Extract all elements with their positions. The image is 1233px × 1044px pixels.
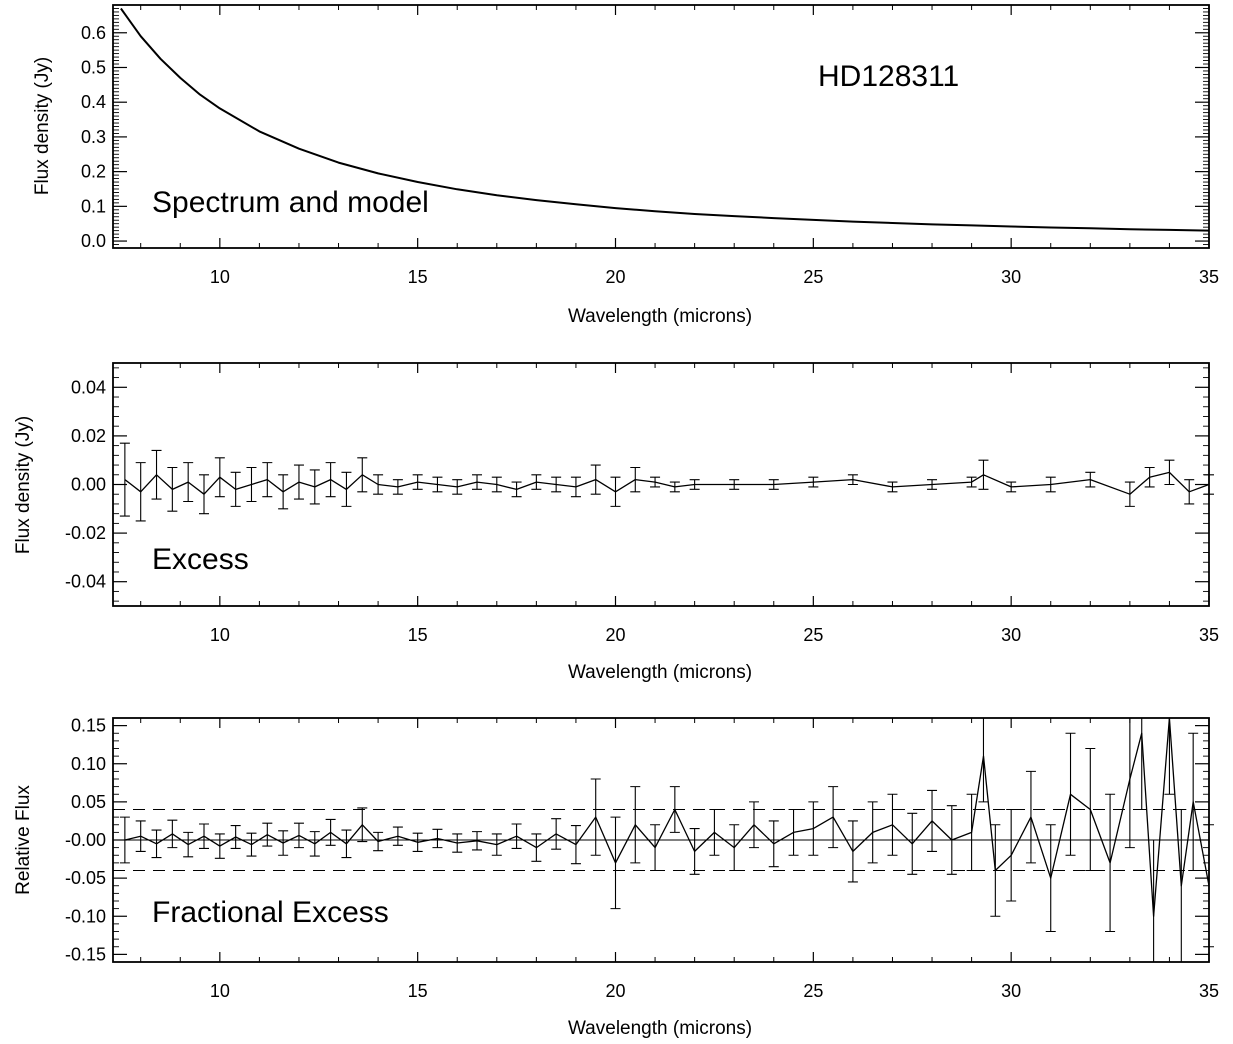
panel-fractional-excess: 10 15 20 25 30 35 -0.15 -0.10 -0.05 -0.00 0.05 0.10…: [13, 716, 1219, 1039]
excess-ytick-label-3: 0.02: [71, 426, 106, 446]
fractional-xtick-label-30: 30: [1001, 981, 1021, 1001]
panel-fractional-reference-lines: [113, 808, 1209, 872]
panel-excess-data: [119, 442, 1214, 522]
excess-xtick-label-25: 25: [803, 625, 823, 645]
annotation-spectrum-and-model: Spectrum and model: [152, 186, 429, 219]
panel-spectrum-frame: [112, 4, 1210, 249]
fractional-ytick-label-6: 0.15: [71, 716, 106, 736]
x-axis-label-excess: Wavelength (microns): [568, 662, 752, 683]
x-axis-label-spectrum: Wavelength (microns): [568, 306, 752, 327]
spectrum-ytick-label-4: 0.4: [81, 92, 106, 112]
excess-xtick-label-10: 10: [210, 625, 230, 645]
excess-xtick-label-30: 30: [1001, 625, 1021, 645]
panel-excess-ticks: 10 15 20 25 30 35 -0.04 -0.02 0.00 0.02 0.04: [65, 363, 1219, 645]
spectrum-ytick-label-1: 0.1: [81, 196, 106, 216]
excess-series-line-0: [124, 471, 1210, 495]
excess-xtick-label-35: 35: [1199, 625, 1219, 645]
spectrum-ytick-label-3: 0.3: [81, 127, 106, 147]
excess-xtick-label-15: 15: [408, 625, 428, 645]
excess-ytick-label-4: 0.04: [71, 377, 106, 397]
spectrum-ytick-label-2: 0.2: [81, 162, 106, 182]
spectrum-series-line-0: [120, 7, 1210, 232]
excess-xtick-label-20: 20: [605, 625, 625, 645]
y-axis-label-spectrum: Flux density (Jy): [32, 57, 53, 195]
fractional-error-bar-0: [119, 816, 130, 864]
fractional-xtick-label-25: 25: [803, 981, 823, 1001]
spectrum-xtick-label-30: 30: [1001, 267, 1021, 287]
excess-ytick-label-0: -0.04: [65, 572, 106, 592]
fractional-xtick-label-15: 15: [408, 981, 428, 1001]
spectrum-xtick-label-10: 10: [210, 267, 230, 287]
y-axis-label-excess: Flux density (Jy): [13, 416, 34, 554]
panel-fractional-frame: [112, 717, 1210, 963]
y-axis-label-fractional: Relative Flux: [13, 785, 34, 895]
fractional-xtick-label-10: 10: [210, 981, 230, 1001]
fractional-ytick-label-1: -0.10: [65, 906, 106, 926]
x-axis-label-fractional: Wavelength (microns): [568, 1018, 752, 1039]
spectrum-xtick-label-35: 35: [1199, 267, 1219, 287]
spectrum-xtick-label-20: 20: [605, 267, 625, 287]
excess-ytick-label-1: -0.02: [65, 523, 106, 543]
spectrum-ytick-label-6: 0.6: [81, 23, 106, 43]
fractional-ytick-label-3: -0.00: [65, 830, 106, 850]
fractional-series-line-0: [124, 717, 1210, 917]
panel-excess: 10 15 20 25 30 35 -0.04 -0.02 0.00 0.02 0.04 Exces…: [13, 362, 1219, 683]
annotation-excess: Excess: [152, 543, 249, 576]
panel-fractional-ticks: 10 15 20 25 30 35 -0.15 -0.10 -0.05 -0.00 0.05 0.10…: [65, 716, 1219, 1001]
fractional-ytick-label-4: 0.05: [71, 792, 106, 812]
panel-spectrum-and-model: 10 15 20 25 30 35 0.0 0.1 0.2 0.3 0.4 0.5 0.6 Spectr…: [32, 4, 1219, 327]
fractional-xtick-label-20: 20: [605, 981, 625, 1001]
fractional-error-bar-55: [1124, 717, 1135, 849]
panel-fractional-data: [119, 717, 1214, 963]
excess-ytick-label-2: 0.00: [71, 475, 106, 495]
spectrum-ytick-label-0: 0.0: [81, 231, 106, 251]
fractional-xtick-label-35: 35: [1199, 981, 1219, 1001]
panel-excess-frame: [112, 362, 1210, 607]
panel-spectrum-data: [120, 7, 1210, 232]
fractional-ytick-label-2: -0.05: [65, 868, 106, 888]
fractional-ytick-label-0: -0.15: [65, 944, 106, 964]
spectrum-xtick-label-25: 25: [803, 267, 823, 287]
spectrum-xtick-label-15: 15: [408, 267, 428, 287]
annotation-fractional-excess: Fractional Excess: [152, 896, 389, 929]
spectrum-ytick-label-5: 0.5: [81, 57, 106, 77]
annotation-hd128311: HD128311: [818, 60, 959, 93]
fractional-ytick-label-5: 0.10: [71, 754, 106, 774]
panel-spectrum-ticks: 10 15 20 25 30 35 0.0 0.1 0.2 0.3 0.4 0.5 0.6: [81, 4, 1219, 287]
